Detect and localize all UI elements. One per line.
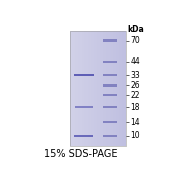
Bar xyxy=(118,31,119,146)
Bar xyxy=(116,31,117,146)
Text: 44: 44 xyxy=(131,57,140,66)
Bar xyxy=(74,31,75,146)
Bar xyxy=(113,31,114,146)
Bar xyxy=(74,135,93,137)
Bar xyxy=(107,31,108,146)
Bar xyxy=(103,31,104,146)
Bar xyxy=(108,31,109,146)
Bar xyxy=(74,74,94,76)
Bar xyxy=(111,31,112,146)
Bar xyxy=(82,31,83,146)
Bar xyxy=(117,31,118,146)
Bar xyxy=(78,31,79,146)
Bar xyxy=(83,31,84,146)
Bar xyxy=(80,31,81,146)
Bar xyxy=(79,31,80,146)
Text: 33: 33 xyxy=(131,71,140,80)
Bar xyxy=(123,31,124,146)
Bar xyxy=(99,31,100,146)
Bar xyxy=(95,31,96,146)
Bar xyxy=(72,31,73,146)
Bar xyxy=(73,31,74,146)
Bar xyxy=(80,31,81,146)
Bar xyxy=(90,31,91,146)
Bar xyxy=(97,31,98,146)
Bar xyxy=(94,31,95,146)
Bar xyxy=(103,74,117,76)
Text: kDa: kDa xyxy=(127,25,144,34)
Bar xyxy=(88,31,89,146)
Bar xyxy=(115,31,116,146)
Bar xyxy=(102,31,103,146)
Bar xyxy=(87,31,88,146)
Bar xyxy=(117,31,118,146)
Bar xyxy=(124,31,125,146)
Bar xyxy=(88,31,89,146)
Bar xyxy=(105,31,106,146)
Bar xyxy=(119,31,120,146)
Bar xyxy=(104,31,105,146)
Text: 14: 14 xyxy=(131,118,140,127)
Bar xyxy=(106,31,107,146)
Bar xyxy=(113,31,114,146)
Bar xyxy=(89,31,90,146)
Text: 70: 70 xyxy=(131,36,140,45)
Text: 10: 10 xyxy=(131,131,140,140)
Bar xyxy=(123,31,124,146)
Bar xyxy=(118,31,119,146)
Bar xyxy=(103,39,117,42)
Bar xyxy=(108,31,109,146)
Bar xyxy=(96,31,97,146)
Bar xyxy=(103,94,117,96)
Text: 26: 26 xyxy=(131,81,140,90)
Bar xyxy=(84,31,85,146)
Bar xyxy=(103,61,117,63)
Bar xyxy=(81,31,82,146)
Bar xyxy=(85,31,86,146)
Bar xyxy=(70,31,126,146)
Bar xyxy=(114,31,115,146)
Bar xyxy=(122,31,123,146)
Bar xyxy=(103,106,117,108)
Bar xyxy=(89,31,90,146)
Bar xyxy=(120,31,121,146)
Bar xyxy=(98,31,99,146)
Bar xyxy=(101,31,102,146)
Bar xyxy=(74,31,75,146)
Bar xyxy=(92,31,93,146)
Bar xyxy=(122,31,123,146)
Text: 15% SDS-PAGE: 15% SDS-PAGE xyxy=(44,149,118,159)
Bar xyxy=(112,31,113,146)
Bar xyxy=(125,31,126,146)
Bar xyxy=(79,31,80,146)
Bar xyxy=(84,31,85,146)
Bar xyxy=(76,31,77,146)
Bar xyxy=(103,121,117,123)
Bar xyxy=(93,31,94,146)
Bar xyxy=(100,31,101,146)
Bar xyxy=(109,31,110,146)
Text: 22: 22 xyxy=(131,91,140,100)
Bar xyxy=(75,31,76,146)
Bar xyxy=(77,31,78,146)
Bar xyxy=(103,135,117,137)
Bar xyxy=(86,31,87,146)
Bar xyxy=(75,106,93,109)
Bar xyxy=(91,31,92,146)
Text: 18: 18 xyxy=(131,103,140,112)
Bar xyxy=(83,31,84,146)
Bar xyxy=(121,31,122,146)
Bar xyxy=(103,84,117,87)
Bar xyxy=(94,31,95,146)
Bar xyxy=(70,31,71,146)
Bar xyxy=(71,31,72,146)
Bar xyxy=(110,31,111,146)
